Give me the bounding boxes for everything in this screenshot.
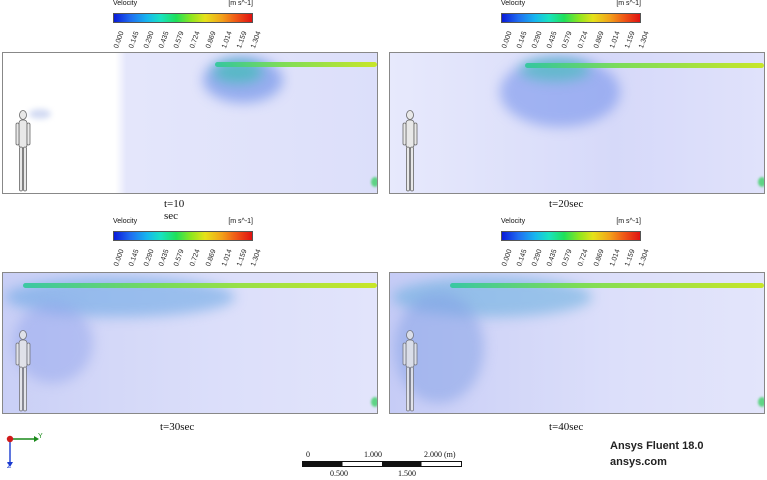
color-scale-bar (113, 13, 253, 23)
axes-triad-icon (6, 435, 39, 467)
legend-tick: 1.304 (250, 248, 263, 268)
legend-tick: 0.290 (143, 30, 156, 50)
legend-tick: 1.014 (609, 30, 622, 50)
human-icon (400, 329, 420, 413)
legend-tick: 1.014 (221, 30, 234, 50)
legend-tick: 1.159 (236, 30, 249, 50)
legend-title: Velocity (113, 218, 138, 225)
legend-tick: 0.145 (128, 248, 141, 268)
legend-tick: 0.290 (531, 248, 544, 268)
velocity-contour-domain (389, 272, 765, 414)
legend-tick: 0.290 (143, 248, 156, 268)
legend-tick: 0.869 (593, 248, 606, 268)
legend-unit: [m s^-1] (228, 218, 253, 225)
brand-site: ansys.com (610, 456, 667, 468)
air-jet (450, 283, 764, 288)
velocity-legend: Velocity [m s^-1] 0.000 0.145 0.290 0.43… (501, 218, 651, 271)
velocity-legend: Velocity [m s^-1] 0.000 0.145 0.290 0.43… (501, 0, 651, 53)
panel-caption: t=30sec (160, 421, 195, 433)
legend-tick: 0.579 (561, 248, 574, 268)
scale-label: 0.500 (330, 469, 348, 478)
legend-ticks: 0.000 0.145 0.290 0.435 0.579 0.724 0.86… (113, 243, 263, 271)
velocity-legend: Velocity [m s^-1] 0.000 0.145 0.290 0.43… (113, 218, 263, 271)
legend-tick: 0.435 (158, 30, 171, 50)
scale-bar: 0 1.000 2.000 (m) 0.500 1.500 (300, 450, 480, 480)
velocity-contour-domain (2, 272, 378, 414)
outlet-marker (758, 177, 764, 187)
scale-label: 1.500 (398, 469, 416, 478)
legend-tick: 0.000 (113, 30, 126, 50)
legend-title: Velocity (113, 0, 138, 7)
legend-tick: 0.000 (501, 248, 514, 268)
legend-unit: [m s^-1] (228, 0, 253, 7)
legend-tick: 0.435 (546, 248, 559, 268)
legend-tick: 0.724 (189, 30, 202, 50)
legend-tick: 0.724 (577, 248, 590, 268)
human-icon (13, 109, 33, 193)
scale-label: 0 (306, 450, 310, 459)
legend-tick: 0.000 (113, 248, 126, 268)
legend-tick: 0.145 (516, 30, 529, 50)
legend-title: Velocity (501, 0, 526, 7)
legend-tick: 1.304 (638, 30, 651, 50)
axis-label-z: Z (7, 463, 12, 470)
velocity-legend: Velocity [m s^-1] 0.000 0.145 0.290 0.43… (113, 0, 263, 53)
axis-label-y: Y (38, 433, 43, 440)
color-scale-bar (501, 231, 641, 241)
legend-tick: 0.145 (516, 248, 529, 268)
axes-triad: Y Z (4, 430, 48, 472)
outlet-marker (371, 177, 377, 187)
velocity-contour-domain (2, 52, 378, 194)
outlet-marker (371, 397, 377, 407)
legend-tick: 0.869 (205, 30, 218, 50)
legend-tick: 1.159 (624, 248, 637, 268)
scale-label: 2.000 (m) (424, 450, 456, 459)
legend-tick: 0.869 (205, 248, 218, 268)
legend-unit: [m s^-1] (616, 218, 641, 225)
human-icon (400, 109, 420, 193)
legend-tick: 1.159 (236, 248, 249, 268)
velocity-contour-domain (389, 52, 765, 194)
color-scale-bar (501, 13, 641, 23)
legend-tick: 0.435 (158, 248, 171, 268)
scale-label: 1.000 (364, 450, 382, 459)
legend-tick: 0.579 (561, 30, 574, 50)
legend-tick: 1.304 (250, 30, 263, 50)
legend-tick: 0.435 (546, 30, 559, 50)
legend-tick: 0.000 (501, 30, 514, 50)
legend-tick: 1.014 (609, 248, 622, 268)
legend-tick: 1.304 (638, 248, 651, 268)
panel-caption: t=40sec (549, 421, 584, 433)
color-scale-bar (113, 231, 253, 241)
legend-tick: 0.724 (189, 248, 202, 268)
legend-ticks: 0.000 0.145 0.290 0.435 0.579 0.724 0.86… (501, 243, 651, 271)
air-jet (23, 283, 377, 288)
panel-caption: t=20sec (549, 198, 584, 210)
legend-unit: [m s^-1] (616, 0, 641, 7)
human-icon (13, 329, 33, 413)
brand-product: Ansys Fluent 18.0 (610, 440, 704, 452)
legend-tick: 0.290 (531, 30, 544, 50)
breath-plume (29, 109, 51, 119)
air-jet (525, 63, 764, 68)
air-jet (215, 62, 377, 67)
outlet-marker (758, 397, 764, 407)
legend-tick: 0.145 (128, 30, 141, 50)
legend-tick: 0.869 (593, 30, 606, 50)
legend-tick: 0.579 (173, 30, 186, 50)
legend-ticks: 0.000 0.145 0.290 0.435 0.579 0.724 0.86… (501, 25, 651, 53)
legend-tick: 0.579 (173, 248, 186, 268)
legend-tick: 0.724 (577, 30, 590, 50)
panel-caption: t=10 sec (164, 198, 185, 222)
legend-tick: 1.159 (624, 30, 637, 50)
legend-title: Velocity (501, 218, 526, 225)
scale-bar-graphic (302, 461, 462, 467)
legend-tick: 1.014 (221, 248, 234, 268)
legend-ticks: 0.000 0.145 0.290 0.435 0.579 0.724 0.86… (113, 25, 263, 53)
